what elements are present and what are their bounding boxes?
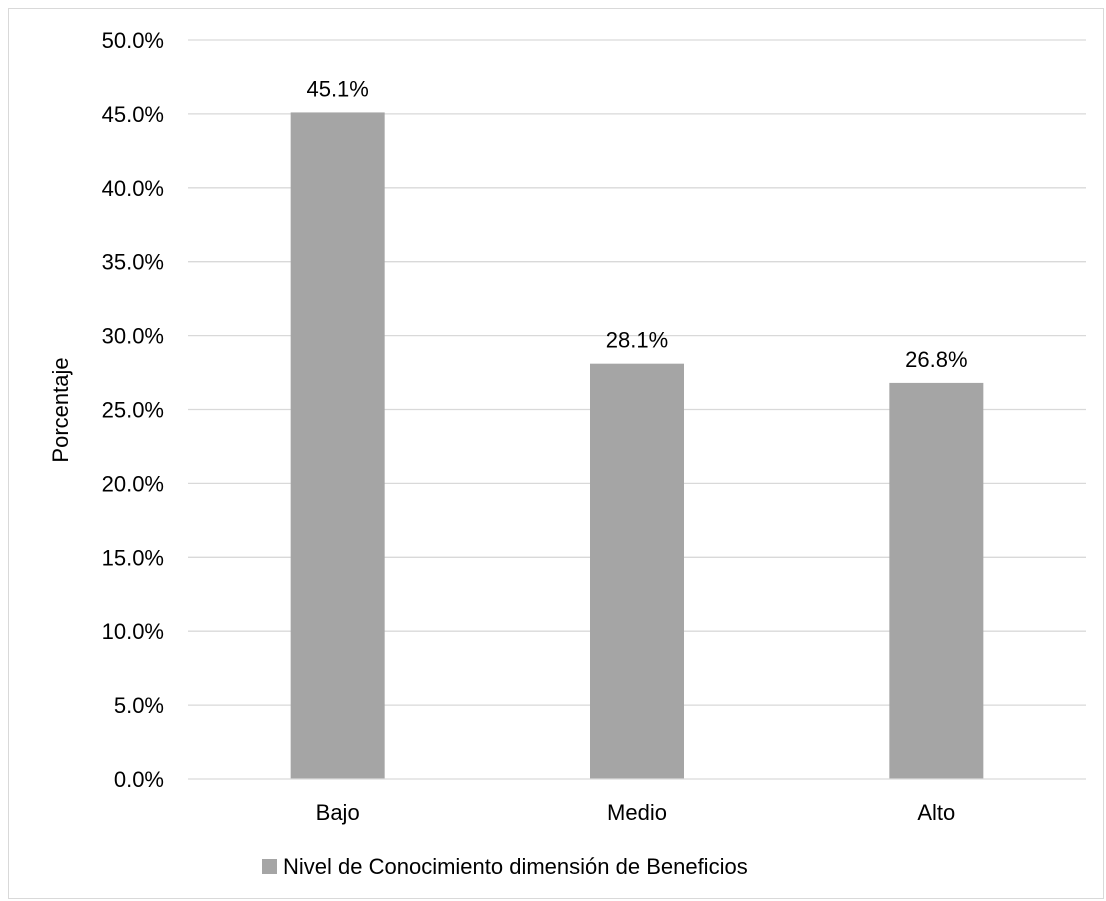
y-tick-label: 50.0% [102,28,164,53]
bar-bajo [290,112,385,779]
legend: Nivel de Conocimiento dimensión de Benef… [262,854,748,879]
x-tick-label: Alto [917,800,955,825]
x-tick-label: Bajo [316,800,360,825]
y-axis-title: Porcentaje [48,357,73,462]
y-axis-tick-labels: 0.0% 5.0% 10.0% 15.0% 20.0% 25.0% 30.0% 35.0% 40… [102,28,164,792]
y-tick-label: 30.0% [102,324,164,349]
y-tick-label: 25.0% [102,398,164,423]
data-label: 28.1% [606,328,668,353]
legend-label: Nivel de Conocimiento dimensión de Benef… [283,854,748,879]
legend-swatch [262,859,277,874]
y-tick-label: 20.0% [102,471,164,496]
y-tick-label: 35.0% [102,250,164,275]
y-tick-label: 10.0% [102,619,164,644]
y-tick-label: 40.0% [102,176,164,201]
y-tick-label: 5.0% [114,693,164,718]
y-tick-label: 15.0% [102,545,164,570]
data-label: 26.8% [905,347,967,372]
y-tick-label: 0.0% [114,767,164,792]
bars [290,112,984,779]
bar-medio [590,363,684,779]
data-label: 45.1% [306,76,368,101]
x-tick-label: Medio [607,800,667,825]
x-axis-category-labels: Bajo Medio Alto [316,800,956,825]
bar-alto [889,382,984,779]
data-labels: 45.1% 28.1% 26.8% [306,76,967,371]
y-tick-label: 45.0% [102,102,164,127]
